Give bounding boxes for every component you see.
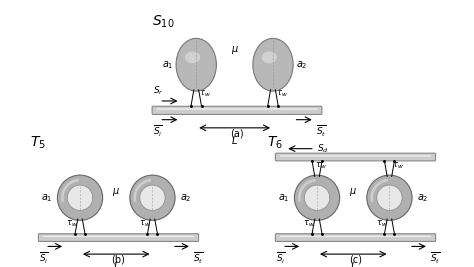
Text: $\tau_w$: $\tau_w$ <box>303 219 315 229</box>
FancyBboxPatch shape <box>38 234 199 241</box>
Text: $\overline{S_t}$: $\overline{S_t}$ <box>316 124 327 139</box>
Text: $\overline{S_i}$: $\overline{S_i}$ <box>276 250 286 266</box>
Text: $a_2$: $a_2$ <box>417 192 428 204</box>
Ellipse shape <box>262 52 277 63</box>
Circle shape <box>304 185 330 210</box>
Text: $\tau_w$: $\tau_w$ <box>376 219 388 229</box>
Circle shape <box>140 185 165 210</box>
FancyBboxPatch shape <box>275 153 436 161</box>
Text: $\mathbf{\mathit{T}}_6$: $\mathbf{\mathit{T}}_6$ <box>267 134 283 151</box>
FancyBboxPatch shape <box>157 108 317 110</box>
Text: $\tau_w$: $\tau_w$ <box>392 161 403 171</box>
Text: $\overline{S_i}$: $\overline{S_i}$ <box>39 250 49 266</box>
Circle shape <box>67 185 93 210</box>
Text: $\tau_w$: $\tau_w$ <box>199 88 211 99</box>
FancyBboxPatch shape <box>152 106 322 114</box>
Text: $\mu$: $\mu$ <box>112 186 120 198</box>
Text: $a_1$: $a_1$ <box>41 192 53 204</box>
Text: (c): (c) <box>349 254 362 264</box>
Text: $S_r$: $S_r$ <box>153 84 163 97</box>
Text: $S_d$: $S_d$ <box>317 142 329 155</box>
Text: $\tau_w$: $\tau_w$ <box>66 219 78 229</box>
Text: $\mu$: $\mu$ <box>231 44 238 56</box>
Text: $a_2$: $a_2$ <box>180 192 191 204</box>
Circle shape <box>57 175 103 220</box>
Text: $\mathbf{\mathit{S}}_{10}$: $\mathbf{\mathit{S}}_{10}$ <box>152 13 174 30</box>
Text: $\tau_w$: $\tau_w$ <box>315 161 327 171</box>
Text: $\tau_w$: $\tau_w$ <box>276 88 288 99</box>
Text: $a_1$: $a_1$ <box>278 192 290 204</box>
Text: $\tau_w$: $\tau_w$ <box>139 219 151 229</box>
Text: $L$: $L$ <box>231 134 238 146</box>
Text: $\overline{S_t}$: $\overline{S_t}$ <box>193 250 204 266</box>
Circle shape <box>367 175 412 220</box>
Circle shape <box>377 185 402 210</box>
Text: $\mu$: $\mu$ <box>349 186 357 198</box>
Ellipse shape <box>253 38 293 91</box>
Circle shape <box>130 175 175 220</box>
Ellipse shape <box>176 38 216 91</box>
Text: $L$: $L$ <box>113 260 119 267</box>
Text: (b): (b) <box>111 254 126 264</box>
Ellipse shape <box>185 52 200 63</box>
Text: $L$: $L$ <box>350 260 356 267</box>
FancyBboxPatch shape <box>280 155 431 156</box>
Text: $\overline{S_t}$: $\overline{S_t}$ <box>430 250 441 266</box>
FancyBboxPatch shape <box>280 236 431 237</box>
Text: $\mathbf{\mathit{T}}_5$: $\mathbf{\mathit{T}}_5$ <box>30 134 46 151</box>
Text: $a_2$: $a_2$ <box>296 59 308 71</box>
Circle shape <box>294 175 340 220</box>
Text: (a): (a) <box>230 129 244 139</box>
Text: $\overline{S_i}$: $\overline{S_i}$ <box>153 124 163 139</box>
FancyBboxPatch shape <box>275 234 436 241</box>
Text: $a_1$: $a_1$ <box>162 59 173 71</box>
FancyBboxPatch shape <box>43 236 194 237</box>
